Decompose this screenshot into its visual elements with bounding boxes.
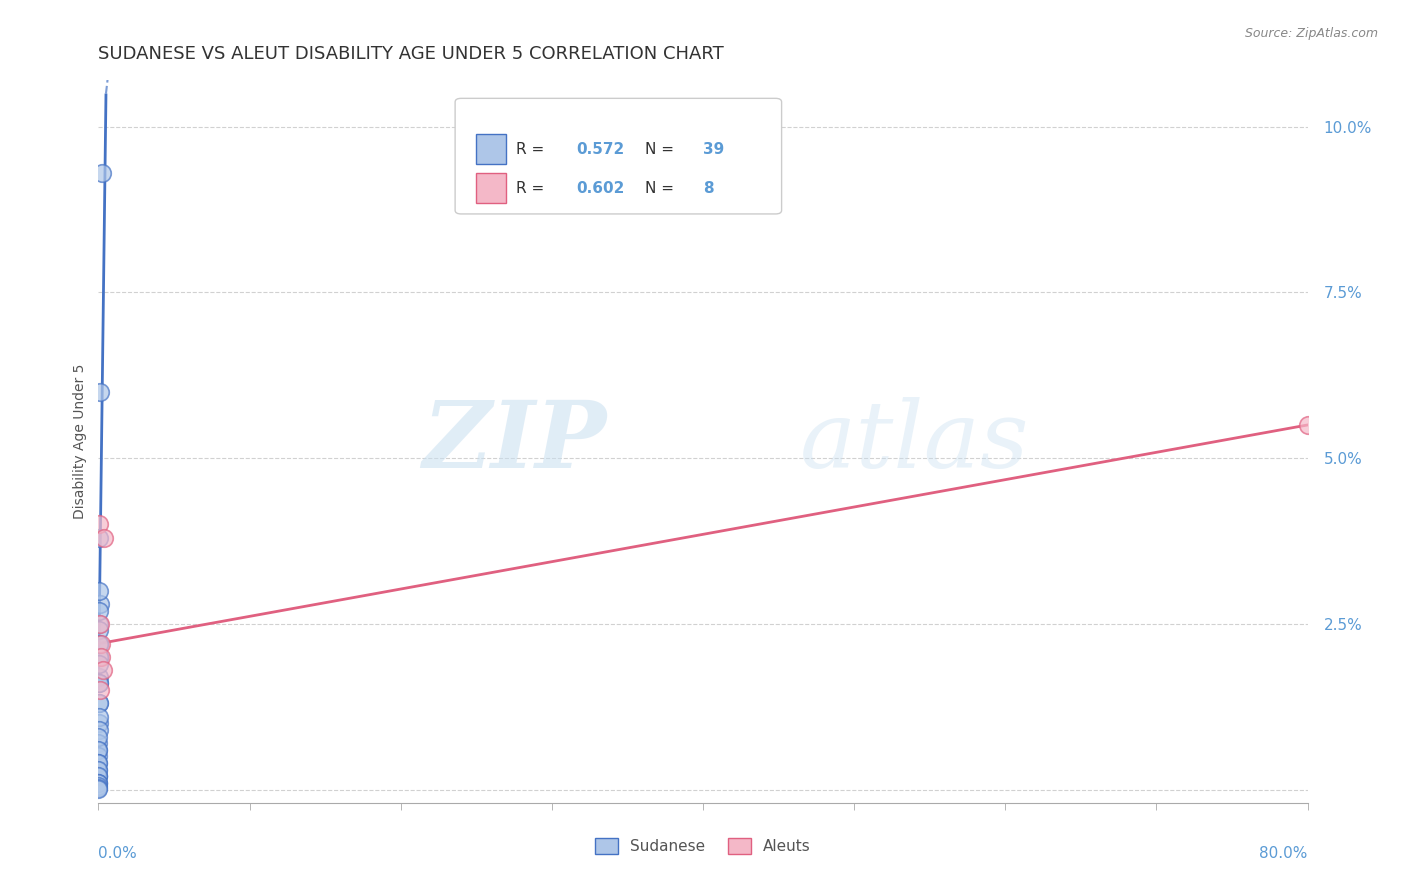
- Point: [87, 776, 110, 790]
- Point: [89, 384, 111, 399]
- Point: [90, 637, 112, 651]
- Point: [87, 670, 110, 684]
- Text: 0.602: 0.602: [576, 181, 624, 196]
- Point: [91, 663, 114, 677]
- Point: [87, 769, 110, 783]
- Text: 80.0%: 80.0%: [1260, 847, 1308, 861]
- Point: [89, 683, 111, 698]
- Text: N =: N =: [645, 181, 679, 196]
- Point: [89, 597, 111, 611]
- Text: N =: N =: [645, 142, 679, 157]
- Text: R =: R =: [516, 181, 548, 196]
- Point: [87, 650, 110, 665]
- Text: R =: R =: [516, 142, 548, 157]
- Point: [1296, 417, 1319, 432]
- Point: [87, 781, 110, 796]
- Point: [87, 756, 110, 770]
- Point: [87, 763, 110, 777]
- Point: [90, 650, 112, 665]
- Text: 8: 8: [703, 181, 714, 196]
- Text: 0.0%: 0.0%: [98, 847, 138, 861]
- Text: atlas: atlas: [800, 397, 1029, 486]
- Point: [87, 697, 110, 711]
- Text: Source: ZipAtlas.com: Source: ZipAtlas.com: [1244, 27, 1378, 40]
- Point: [87, 676, 110, 690]
- Text: ZIP: ZIP: [422, 397, 606, 486]
- Text: 0.572: 0.572: [576, 142, 624, 157]
- Point: [87, 676, 110, 690]
- Point: [87, 531, 110, 545]
- Point: [87, 730, 110, 744]
- Point: [90, 166, 112, 180]
- Point: [87, 637, 110, 651]
- Point: [87, 769, 110, 783]
- Point: [87, 709, 110, 723]
- Point: [87, 749, 110, 764]
- Point: [87, 769, 110, 783]
- Point: [87, 716, 110, 731]
- Text: 39: 39: [703, 142, 724, 157]
- Point: [87, 624, 110, 638]
- Point: [87, 743, 110, 757]
- Point: [87, 756, 110, 770]
- Point: [89, 616, 111, 631]
- Bar: [475, 173, 506, 203]
- Y-axis label: Disability Age Under 5: Disability Age Under 5: [73, 364, 87, 519]
- Point: [87, 781, 110, 796]
- Point: [87, 736, 110, 750]
- Point: [87, 776, 110, 790]
- Point: [89, 616, 111, 631]
- Point: [87, 637, 110, 651]
- Point: [87, 603, 110, 617]
- Point: [93, 531, 115, 545]
- Point: [89, 517, 111, 532]
- Bar: [475, 134, 506, 164]
- Point: [87, 779, 110, 793]
- FancyBboxPatch shape: [456, 98, 782, 214]
- Point: [87, 723, 110, 737]
- Point: [87, 743, 110, 757]
- Legend: Sudanese, Aleuts: Sudanese, Aleuts: [589, 832, 817, 860]
- Text: SUDANESE VS ALEUT DISABILITY AGE UNDER 5 CORRELATION CHART: SUDANESE VS ALEUT DISABILITY AGE UNDER 5…: [98, 45, 724, 63]
- Point: [89, 650, 111, 665]
- Point: [87, 763, 110, 777]
- Point: [87, 697, 110, 711]
- Point: [87, 583, 110, 598]
- Point: [87, 657, 110, 671]
- Point: [87, 776, 110, 790]
